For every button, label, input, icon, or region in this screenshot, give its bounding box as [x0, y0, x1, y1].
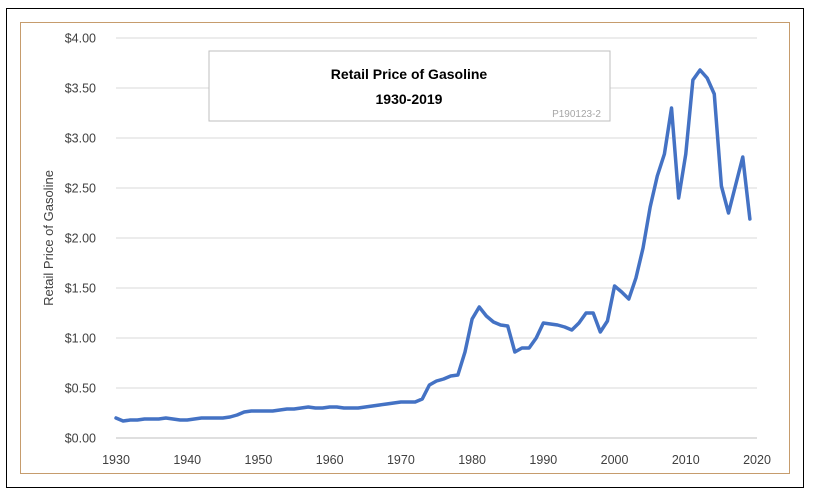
- x-tick-label: 1960: [316, 453, 344, 467]
- chart-subtitle: 1930-2019: [376, 91, 443, 107]
- chart-area-border: [20, 22, 790, 474]
- x-tick-label: 1990: [529, 453, 557, 467]
- x-tick-label: 1970: [387, 453, 415, 467]
- y-axis-label: Retail Price of Gasoline: [41, 170, 56, 306]
- chart-title: Retail Price of Gasoline: [331, 66, 488, 82]
- y-tick-label: $4.00: [65, 32, 96, 46]
- x-tick-label: 1930: [102, 453, 130, 467]
- x-tick-label: 2020: [743, 453, 771, 467]
- x-axis-tick-labels: 1930 1940 1950 1960 1970 1980 1990 2000 2010 2020: [102, 453, 771, 467]
- y-tick-label: $0.00: [65, 432, 96, 446]
- y-tick-label: $1.00: [65, 332, 96, 346]
- y-tick-label: $3.00: [65, 132, 96, 146]
- x-tick-label: 1980: [458, 453, 486, 467]
- y-tick-label: $3.50: [65, 82, 96, 96]
- chart-code: P190123-2: [552, 109, 601, 120]
- y-tick-label: $2.50: [65, 182, 96, 196]
- x-tick-label: 1950: [245, 453, 273, 467]
- x-tick-label: 2000: [601, 453, 629, 467]
- series-line-gasoline-price: [114, 68, 752, 423]
- x-tick-label: 1940: [173, 453, 201, 467]
- y-tick-label: $0.50: [65, 382, 96, 396]
- title-box: [208, 50, 611, 122]
- y-tick-label: $1.50: [65, 282, 96, 296]
- y-tick-label: $2.00: [65, 232, 96, 246]
- y-axis-tick-labels: $0.00 $0.50 $1.00 $1.50 $2.00 $2.50 $3.00 $3.50…: [65, 32, 96, 446]
- x-tick-label: 2010: [672, 453, 700, 467]
